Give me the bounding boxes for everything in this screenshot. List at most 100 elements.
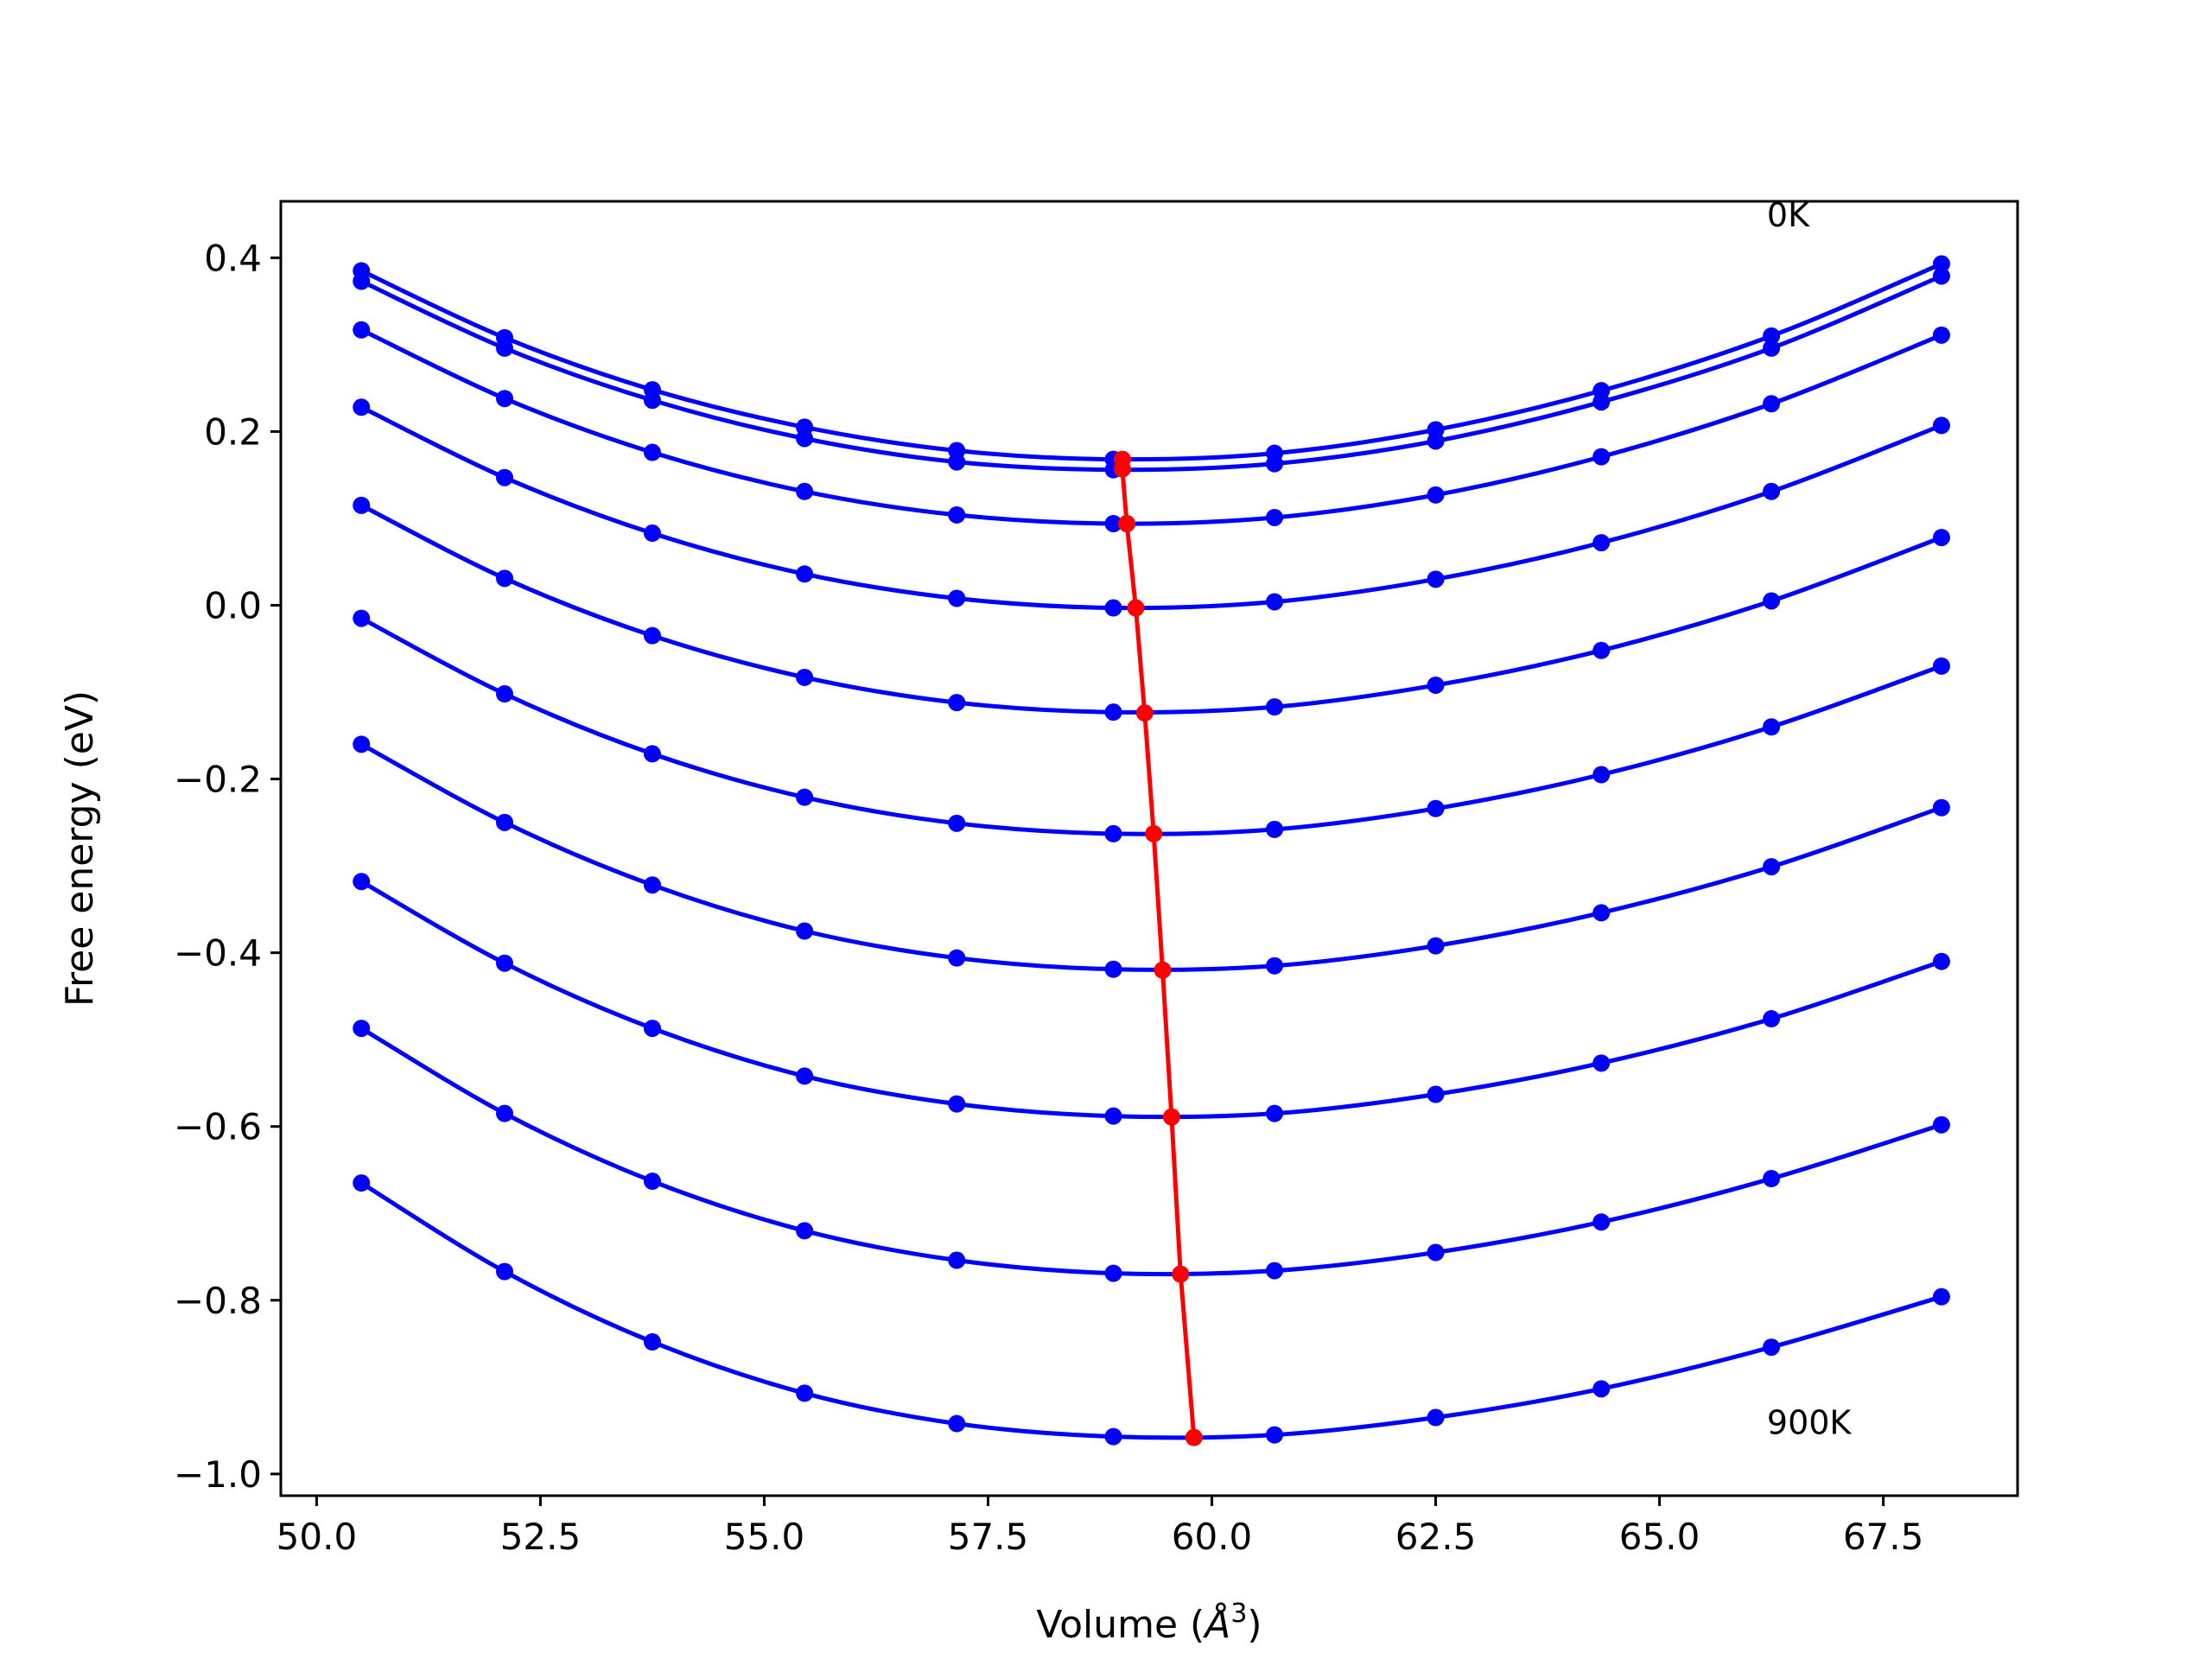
series-2-point-11 [1932, 267, 1950, 285]
series-7-point-4 [796, 922, 814, 940]
series-5-point-10 [1763, 592, 1781, 610]
minimum-point-7 [1154, 961, 1172, 979]
series-8-point-9 [1592, 1054, 1611, 1072]
series-6-point-7 [1266, 820, 1284, 838]
series-9-point-6 [1104, 1264, 1122, 1282]
series-2-point-9 [1592, 393, 1611, 411]
series-6-point-4 [796, 788, 814, 806]
series-5-point-4 [796, 668, 814, 686]
series-2-point-10 [1763, 339, 1781, 357]
series-4-point-6 [1104, 599, 1122, 617]
x-axis: 50.0 52.5 55.0 57.5 60.0 62.5 65.0 67.5 [276, 1496, 1924, 1558]
series-10-point-7 [1266, 1426, 1284, 1444]
x-axis-title: Volume (Å3) [1036, 1599, 1262, 1647]
series-5-point-7 [1266, 698, 1284, 716]
series-9-point-1 [353, 1020, 371, 1038]
series-5-point-2 [496, 569, 514, 588]
series-3-point-7 [1266, 508, 1284, 526]
series-2-point-7 [1266, 454, 1284, 473]
y-tick-label-6: −0.6 [174, 1106, 262, 1148]
series-4-point-5 [948, 589, 966, 607]
series-8-point-4 [796, 1067, 814, 1085]
x-tick-label-4: 57.5 [948, 1516, 1029, 1558]
y-tick-label-1: 0.4 [204, 237, 262, 279]
series-10-point-11 [1932, 1287, 1950, 1306]
series-7-point-7 [1266, 957, 1284, 975]
series-9-point-7 [1266, 1262, 1284, 1280]
y-axis-title: Free energy (eV) [58, 690, 102, 1007]
series-10-point-2 [496, 1262, 514, 1281]
x-tick-label-2: 52.5 [500, 1516, 582, 1558]
plot-frame [279, 200, 2019, 1497]
series-2-point-8 [1427, 432, 1445, 450]
series-4 [353, 398, 1950, 617]
series-7-point-1 [353, 735, 371, 753]
minimum-point-8 [1162, 1108, 1180, 1126]
x-tick-label-5: 60.0 [1172, 1516, 1253, 1558]
series-2-point-4 [796, 429, 814, 448]
annotations: 0K 900K [1767, 196, 1853, 1441]
series-9-point-4 [796, 1222, 814, 1240]
x-axis-unit-power: 3 [1230, 1599, 1247, 1629]
minimum-point-6 [1145, 824, 1163, 842]
series-9-point-2 [496, 1104, 514, 1122]
series-6-point-11 [1932, 657, 1950, 675]
y-tick-label-4: −0.2 [174, 759, 262, 801]
series-2-point-1 [353, 272, 371, 290]
series-2-point-5 [948, 453, 966, 471]
x-tick-label-8: 67.5 [1843, 1516, 1924, 1558]
series-8-point-11 [1932, 952, 1950, 970]
series-4-point-3 [643, 524, 661, 543]
series-3-point-1 [353, 321, 371, 339]
y-tick-label-8: −1.0 [174, 1453, 262, 1496]
series-8-point-3 [643, 1020, 661, 1038]
series-4-point-4 [796, 565, 814, 583]
series-8-point-2 [496, 954, 514, 972]
series-1-point-11 [1932, 255, 1950, 273]
series-3-point-2 [496, 390, 514, 408]
y-tick-label-2: 0.2 [204, 410, 262, 453]
series-10-point-4 [796, 1384, 814, 1402]
series-3-point-4 [796, 482, 814, 500]
series-9-point-11 [1932, 1116, 1950, 1134]
series-8-point-1 [353, 873, 371, 891]
series-10-point-10 [1763, 1338, 1781, 1357]
series-2-point-3 [643, 391, 661, 410]
series-9 [353, 1020, 1950, 1282]
x-tick-label-3: 55.0 [724, 1516, 805, 1558]
series-6-point-5 [948, 814, 966, 832]
series-5-point-6 [1104, 703, 1122, 721]
series-10-point-1 [353, 1174, 371, 1192]
series-7-point-3 [643, 876, 661, 894]
series-6-point-1 [353, 609, 371, 627]
y-tick-label-3: 0.0 [204, 584, 262, 626]
series-5-point-8 [1427, 676, 1445, 694]
series-5-point-3 [643, 626, 661, 645]
series-4-point-9 [1592, 534, 1611, 552]
series-8-point-10 [1763, 1010, 1781, 1028]
series-7-point-11 [1932, 798, 1950, 817]
minimum-point-10 [1185, 1428, 1203, 1446]
series-3-point-11 [1932, 326, 1950, 344]
y-tick-label-7: −0.8 [174, 1280, 262, 1322]
series-3-point-8 [1427, 486, 1445, 504]
series-6-point-3 [643, 745, 661, 763]
series-4-point-11 [1932, 416, 1950, 435]
series-3-point-9 [1592, 448, 1611, 466]
series-10-point-5 [948, 1414, 966, 1433]
series-5-point-5 [948, 694, 966, 712]
series-10-point-9 [1592, 1380, 1611, 1398]
x-axis-unit: Å [1202, 1601, 1230, 1647]
series-7-point-8 [1427, 937, 1445, 955]
x-tick-label-7: 65.0 [1619, 1516, 1700, 1558]
y-axis: 0.4 0.2 0.0 −0.2 −0.4 −0.6 −0.8 −1.0 [174, 237, 281, 1496]
minimum-point-9 [1172, 1265, 1190, 1283]
series-6-point-2 [496, 685, 514, 703]
x-axis-close: ) [1247, 1603, 1262, 1647]
series-4-point-2 [496, 468, 514, 486]
annotation-2: 900K [1767, 1404, 1853, 1442]
series-9-point-8 [1427, 1243, 1445, 1262]
series-8-point-6 [1104, 1107, 1122, 1125]
series-3-point-10 [1763, 395, 1781, 413]
